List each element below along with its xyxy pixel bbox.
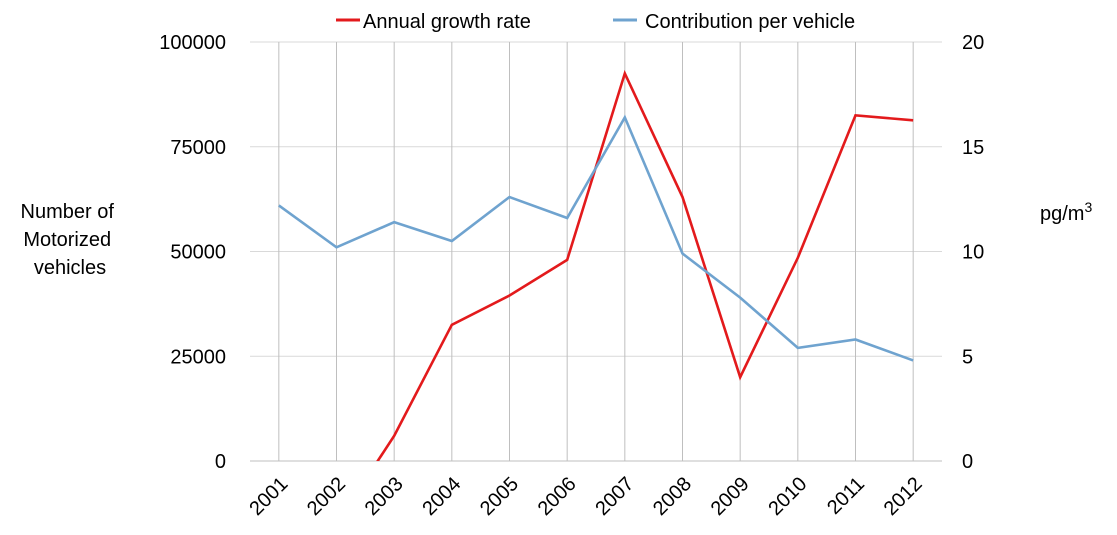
x-axis-tick-label: 2007 — [591, 473, 638, 520]
left-axis-tick-label: 0 — [215, 451, 226, 473]
left-axis-tick-label: 25000 — [170, 346, 226, 368]
legend: Annual growth rate Contribution per vehi… — [336, 11, 855, 33]
x-axis-tick-label: 2003 — [361, 473, 408, 520]
right-axis-tick-label: 15 — [962, 137, 984, 159]
series-line-contribution-per-vehicle — [278, 114, 914, 362]
x-axis-tick-label: 2006 — [534, 473, 581, 520]
left-axis-title-line-1: Number of — [21, 201, 115, 223]
x-axis-tick-label: 2011 — [823, 473, 869, 519]
legend-label-annual-growth-rate: Annual growth rate — [363, 11, 531, 33]
series-layer — [278, 69, 914, 461]
right-axis: 0 5 10 15 20 — [962, 32, 984, 473]
left-axis-tick-label: 100000 — [159, 32, 226, 54]
right-axis-tick-label: 20 — [962, 32, 984, 54]
grid-lines — [250, 41, 942, 462]
x-axis-tick-label: 2002 — [303, 473, 350, 520]
left-axis-title: Number of Motorized vehicles — [21, 201, 120, 279]
right-axis-tick-label: 5 — [962, 346, 973, 368]
right-axis-tick-label: 10 — [962, 242, 984, 264]
x-axis-tick-label: 2009 — [707, 473, 754, 520]
x-axis-tick-label: 2001 — [245, 473, 292, 520]
right-axis-title-superscript: 3 — [1084, 199, 1092, 215]
x-axis: 2001 2002 2003 2004 2005 2006 2007 2008 2009 2010… — [245, 473, 926, 520]
x-axis-tick-label: 2004 — [418, 473, 465, 520]
left-axis: 0 25000 50000 75000 100000 — [159, 32, 226, 473]
right-axis-tick-label: 0 — [962, 451, 973, 473]
x-axis-tick-label: 2010 — [764, 473, 811, 520]
left-axis-title-line-3: vehicles — [34, 257, 106, 279]
x-axis-tick-label: 2012 — [880, 473, 927, 520]
x-axis-tick-label: 2008 — [649, 473, 696, 520]
right-axis-title-text: pg/m — [1040, 203, 1084, 225]
legend-label-contribution-per-vehicle: Contribution per vehicle — [645, 11, 855, 33]
series-line-annual-growth-rate — [376, 69, 914, 461]
right-axis-title: pg/m3 — [1040, 199, 1092, 225]
left-axis-tick-label: 50000 — [170, 242, 226, 264]
x-axis-tick-label: 2005 — [476, 473, 523, 520]
left-axis-tick-label: 75000 — [170, 137, 226, 159]
left-axis-title-line-2: Motorized — [23, 229, 111, 251]
